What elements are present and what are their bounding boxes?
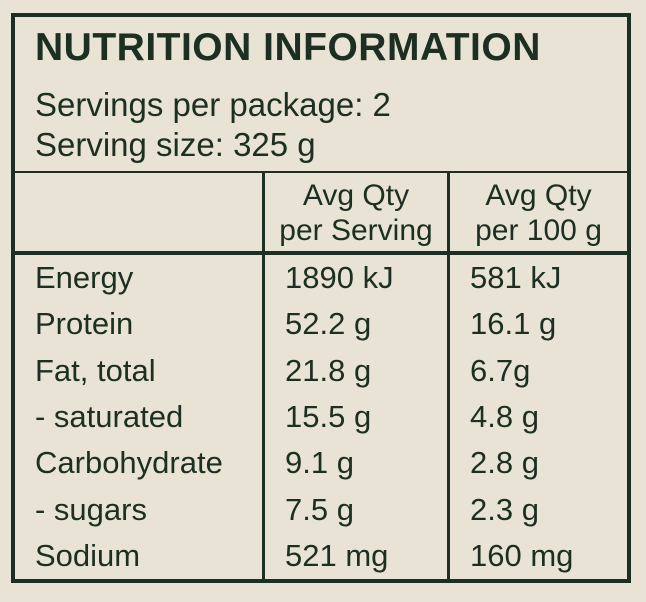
value-per-100g: 16.1 g <box>447 301 627 348</box>
nutrition-panel: NUTRITION INFORMATION Servings per packa… <box>11 13 631 583</box>
nutrient-table-body: Energy 1890 kJ 581 kJ Protein 52.2 g 16.… <box>15 255 627 579</box>
header-per-100g: Avg Qty per 100 g <box>447 173 627 251</box>
servings-per-package: Servings per package: 2 <box>35 86 391 123</box>
nutrient-name: - saturated <box>35 398 184 434</box>
header-per-serving-line2: per Serving <box>279 214 433 247</box>
nutrient-name: Protein <box>35 306 134 342</box>
table-row-carbohydrate: Carbohydrate 9.1 g 2.8 g <box>15 440 627 487</box>
table-row-protein: Protein 52.2 g 16.1 g <box>15 301 627 348</box>
value-per-100g: 581 kJ <box>447 255 627 302</box>
value-per-serving: 9.1 g <box>262 440 447 487</box>
nutrient-name: Energy <box>35 260 134 296</box>
value-per-100g: 4.8 g <box>447 393 627 441</box>
value-per-serving: 521 mg <box>262 532 447 579</box>
column-header-row: Avg Qty per Serving Avg Qty per 100 g <box>15 173 627 255</box>
value-per-100g: 6.7g <box>447 347 627 394</box>
nutrient-name: Fat, total <box>35 352 156 388</box>
nutrient-name: Carbohydrate <box>35 445 223 481</box>
header-per-serving: Avg Qty per Serving <box>262 173 447 251</box>
nutrient-name: Sodium <box>35 537 141 573</box>
panel-title: NUTRITION INFORMATION <box>35 26 541 69</box>
value-per-serving: 7.5 g <box>262 486 447 533</box>
value-per-serving: 1890 kJ <box>262 255 447 302</box>
header-per-serving-line1: Avg Qty <box>302 179 410 212</box>
table-row-saturated: - saturated 15.5 g 4.8 g <box>15 393 627 441</box>
serving-size: Serving size: 325 g <box>35 126 316 163</box>
table-row-energy: Energy 1890 kJ 581 kJ <box>15 255 627 302</box>
nutrient-name: - sugars <box>35 491 147 527</box>
header-per-100g-line2: per 100 g <box>475 214 602 247</box>
value-per-serving: 15.5 g <box>262 393 447 441</box>
value-per-100g: 2.8 g <box>447 440 627 487</box>
value-per-100g: 2.3 g <box>447 486 627 533</box>
value-per-100g: 160 mg <box>447 532 627 579</box>
table-row-sodium: Sodium 521 mg 160 mg <box>15 532 627 579</box>
table-row-sugars: - sugars 7.5 g 2.3 g <box>15 486 627 533</box>
value-per-serving: 21.8 g <box>262 347 447 394</box>
table-row-fat-total: Fat, total 21.8 g 6.7g <box>15 347 627 394</box>
header-empty-cell <box>15 173 262 251</box>
value-per-serving: 52.2 g <box>262 301 447 348</box>
header-per-100g-line1: Avg Qty <box>485 179 592 212</box>
panel-header-block: NUTRITION INFORMATION Servings per packa… <box>15 17 627 173</box>
